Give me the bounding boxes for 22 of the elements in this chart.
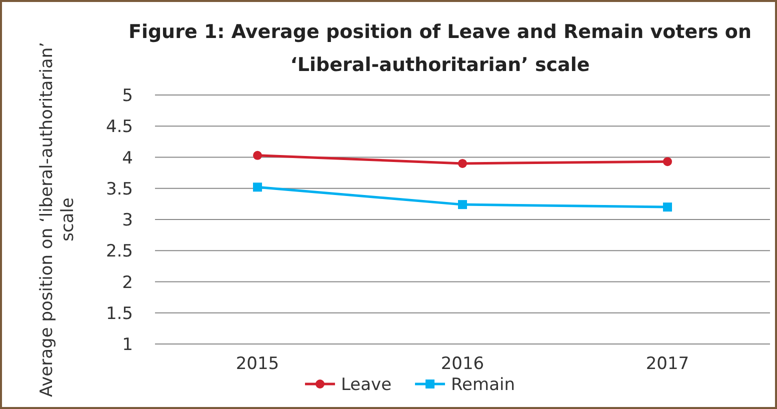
y-tick-label: 5	[122, 86, 133, 106]
y-tick-label: 2.5	[106, 242, 133, 262]
legend-label: Remain	[451, 375, 515, 395]
point	[663, 157, 672, 166]
legend-label: Leave	[341, 375, 392, 395]
y-tick-label: 1.5	[106, 304, 133, 324]
x-tick-label: 2015	[236, 354, 280, 374]
point	[663, 202, 672, 212]
point	[458, 158, 467, 168]
y-tick-label: 2	[122, 272, 133, 293]
point	[253, 150, 262, 160]
chart-title: Figure 1: Average position of Leave and Remain voters on ‘Liberal-authoritarian’ scale	[128, 21, 752, 76]
x-tick-label: 2016	[440, 354, 484, 374]
y-tick-label: 3	[122, 210, 133, 230]
y-tick-label: 3.5	[106, 179, 133, 200]
x-tick-label: 2017	[646, 354, 690, 374]
y-axis-title: Average position on ‘liberal-authoritarian’ scale	[37, 42, 78, 398]
y-tick-label: 1	[122, 335, 133, 355]
y-tick-label: 4.5	[106, 117, 133, 138]
point	[458, 200, 467, 210]
point	[253, 182, 262, 192]
y-tick-label: 4	[122, 148, 133, 168]
